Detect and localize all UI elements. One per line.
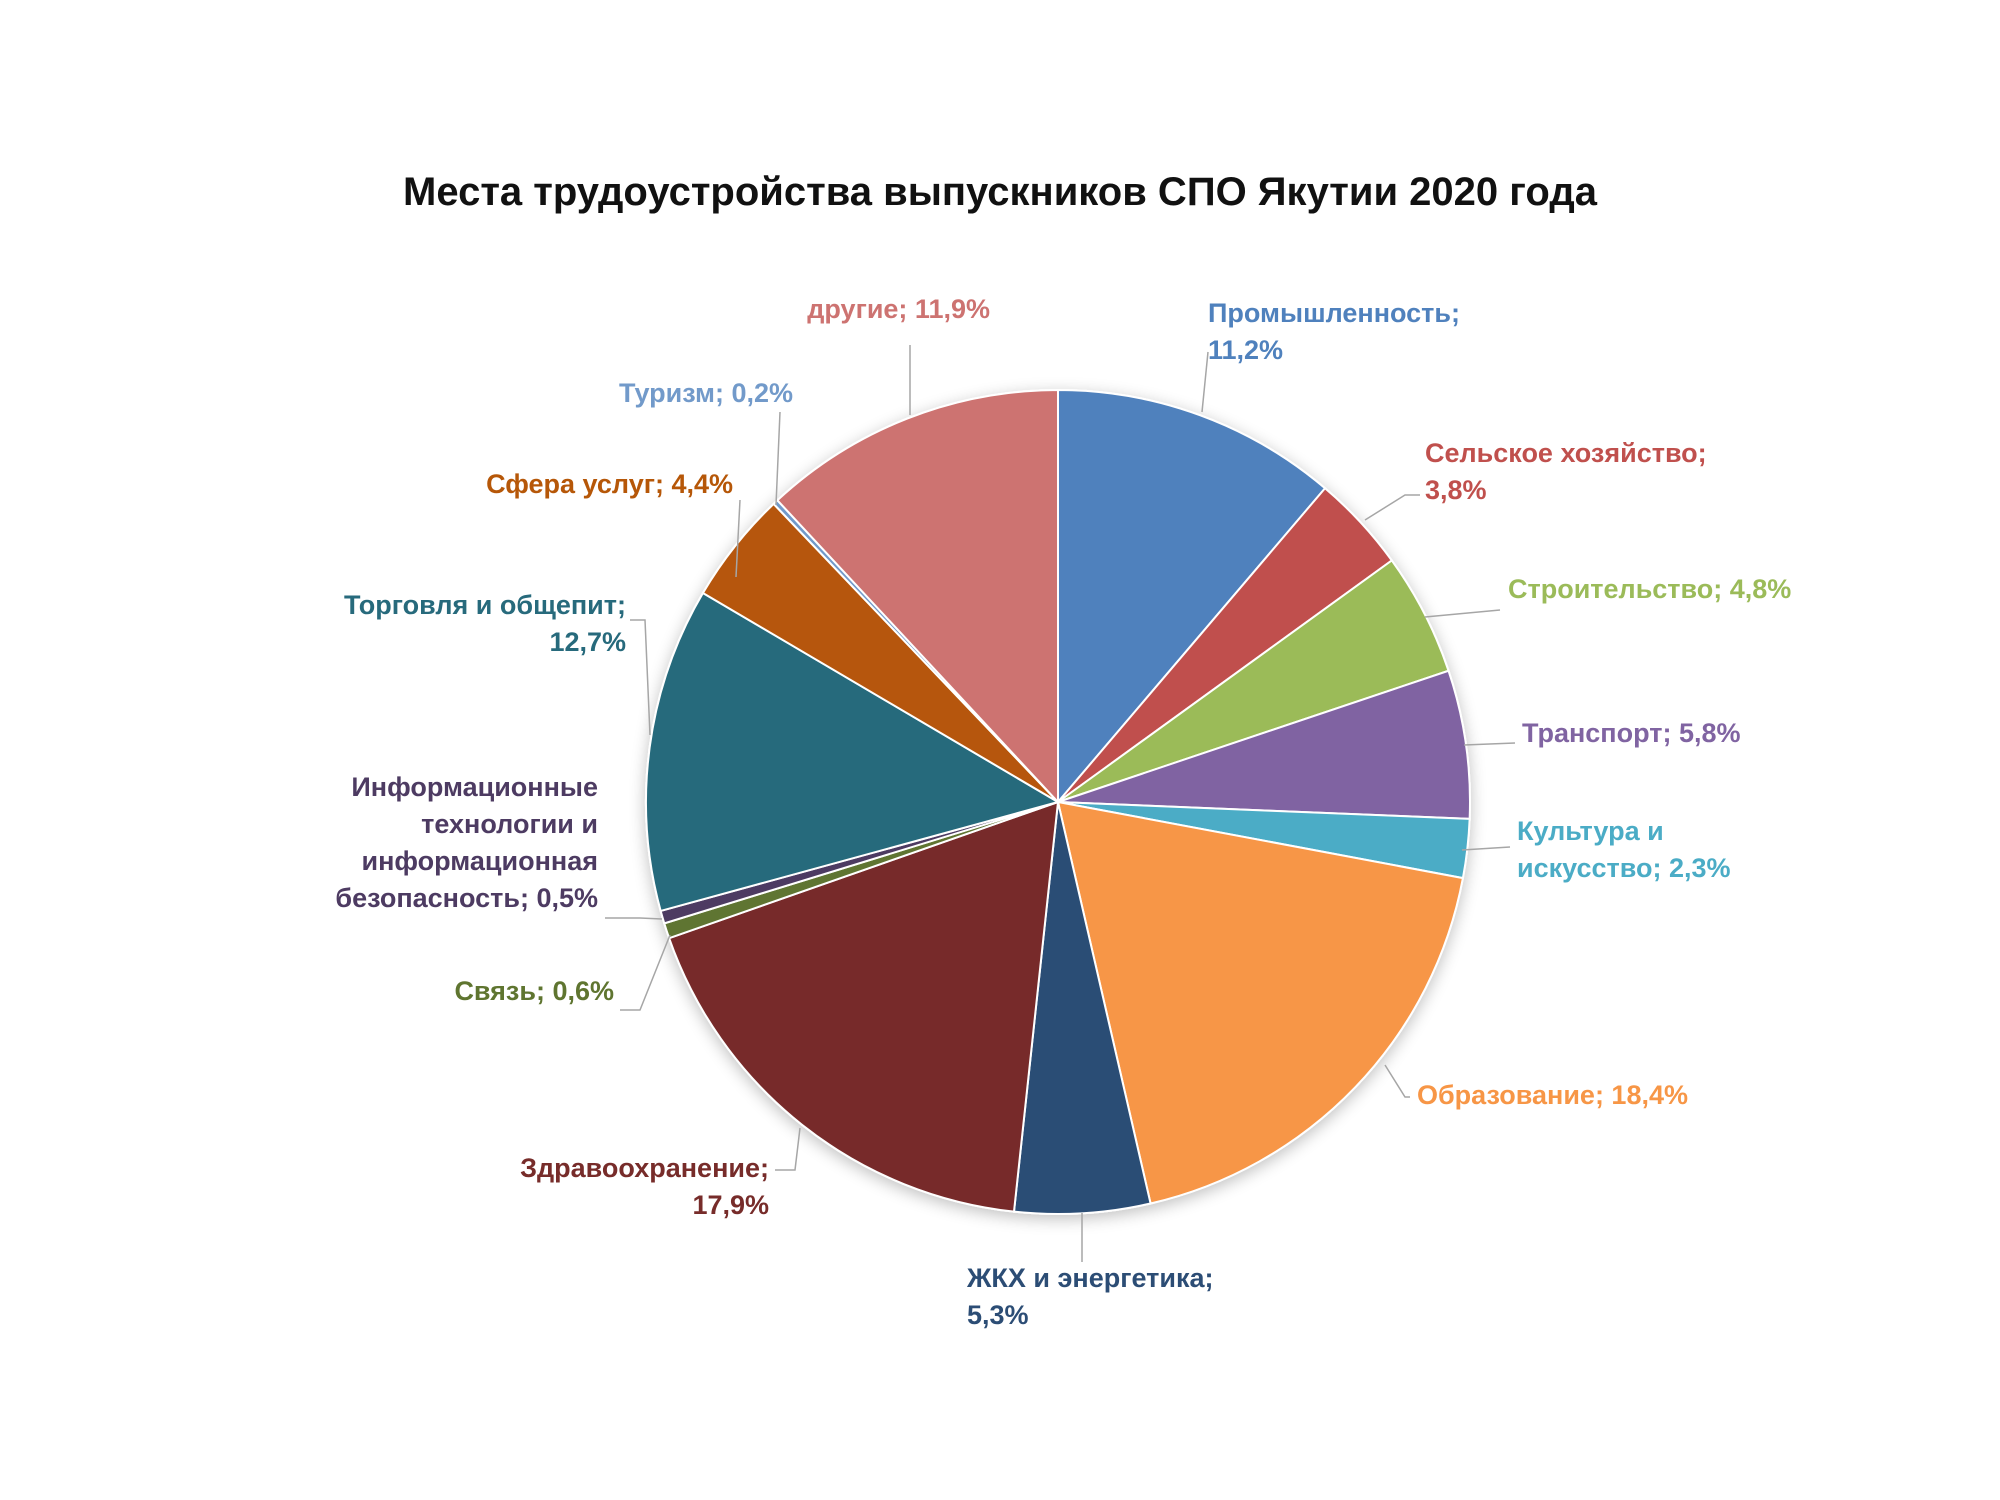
- leader-line: [605, 917, 663, 920]
- leader-line: [735, 499, 741, 578]
- data-label-line: Торговля и общепит;: [344, 590, 626, 620]
- data-label-line: ЖКХ и энергетика;: [966, 1263, 1213, 1293]
- leader-line: [775, 1127, 801, 1171]
- leader-line: [1461, 846, 1511, 851]
- data-label: Здравоохранение; 17,9%: [520, 1153, 769, 1220]
- data-label-line: искусство; 2,3%: [1517, 853, 1731, 883]
- pie-slice: [775, 388, 1059, 805]
- data-label: Сельское хозяйство; 3,8%: [1425, 438, 1707, 505]
- data-label-line: Сельское хозяйство;: [1425, 438, 1707, 468]
- data-label-line: другие; 11,9%: [807, 294, 990, 324]
- data-label-line: 12,7%: [549, 627, 626, 657]
- data-label-line: Информационные: [351, 772, 598, 802]
- data-label-line: 5,3%: [967, 1300, 1029, 1330]
- data-label-line: информационная: [361, 846, 598, 876]
- data-label-line: 17,9%: [692, 1190, 769, 1220]
- data-label: Торговля и общепит; 12,7%: [344, 590, 626, 657]
- leader-line: [1463, 742, 1516, 746]
- data-label: Туризм; 0,2%: [619, 378, 793, 408]
- data-label-line: технологии и: [421, 809, 598, 839]
- data-label-line: Здравоохранение;: [520, 1153, 769, 1183]
- data-label: Образование; 18,4%: [1417, 1080, 1688, 1110]
- pie-slice: [1056, 800, 1465, 1205]
- leader-line: [775, 411, 781, 506]
- leader-line: [1201, 351, 1209, 413]
- data-label-line: Транспорт; 5,8%: [1522, 718, 1741, 748]
- data-label: Культура и искусство; 2,3%: [1517, 816, 1731, 883]
- data-label: ЖКХ и энергетика; 5,3%: [966, 1263, 1213, 1330]
- data-label-line: Образование; 18,4%: [1417, 1080, 1688, 1110]
- data-label: Промышленность; 11,2%: [1208, 298, 1460, 365]
- pie-slice: [645, 591, 1061, 913]
- chart-title: Места трудоустройства выпускников СПО Як…: [403, 170, 1597, 214]
- leader-line: [620, 934, 671, 1011]
- leader-line: [1384, 1064, 1410, 1098]
- pie-slice: [1057, 388, 1327, 805]
- data-label-line: 3,8%: [1425, 475, 1487, 505]
- data-label: Информационные технологии и информационная…: [335, 772, 598, 913]
- data-label: Строительство; 4,8%: [1508, 574, 1791, 604]
- data-label: Связь; 0,6%: [454, 976, 614, 1006]
- pie-slices: [645, 388, 1472, 1215]
- pie-slice: [1057, 669, 1472, 820]
- data-label-line: безопасность; 0,5%: [335, 883, 598, 913]
- data-label-line: 11,2%: [1208, 335, 1283, 365]
- data-label: другие; 11,9%: [807, 294, 990, 324]
- data-label-line: Культура и: [1517, 816, 1664, 846]
- data-label-line: Строительство; 4,8%: [1508, 574, 1791, 604]
- leader-line: [630, 619, 651, 736]
- leader-line: [1424, 609, 1501, 618]
- data-label-line: Связь; 0,6%: [454, 976, 614, 1006]
- data-label-line: Туризм; 0,2%: [619, 378, 793, 408]
- data-label-line: Сфера услуг; 4,4%: [486, 469, 733, 499]
- leader-line: [1364, 494, 1420, 521]
- data-label: Сфера услуг; 4,4%: [486, 469, 733, 499]
- data-label: Транспорт; 5,8%: [1522, 718, 1741, 748]
- data-label-line: Промышленность;: [1208, 298, 1460, 328]
